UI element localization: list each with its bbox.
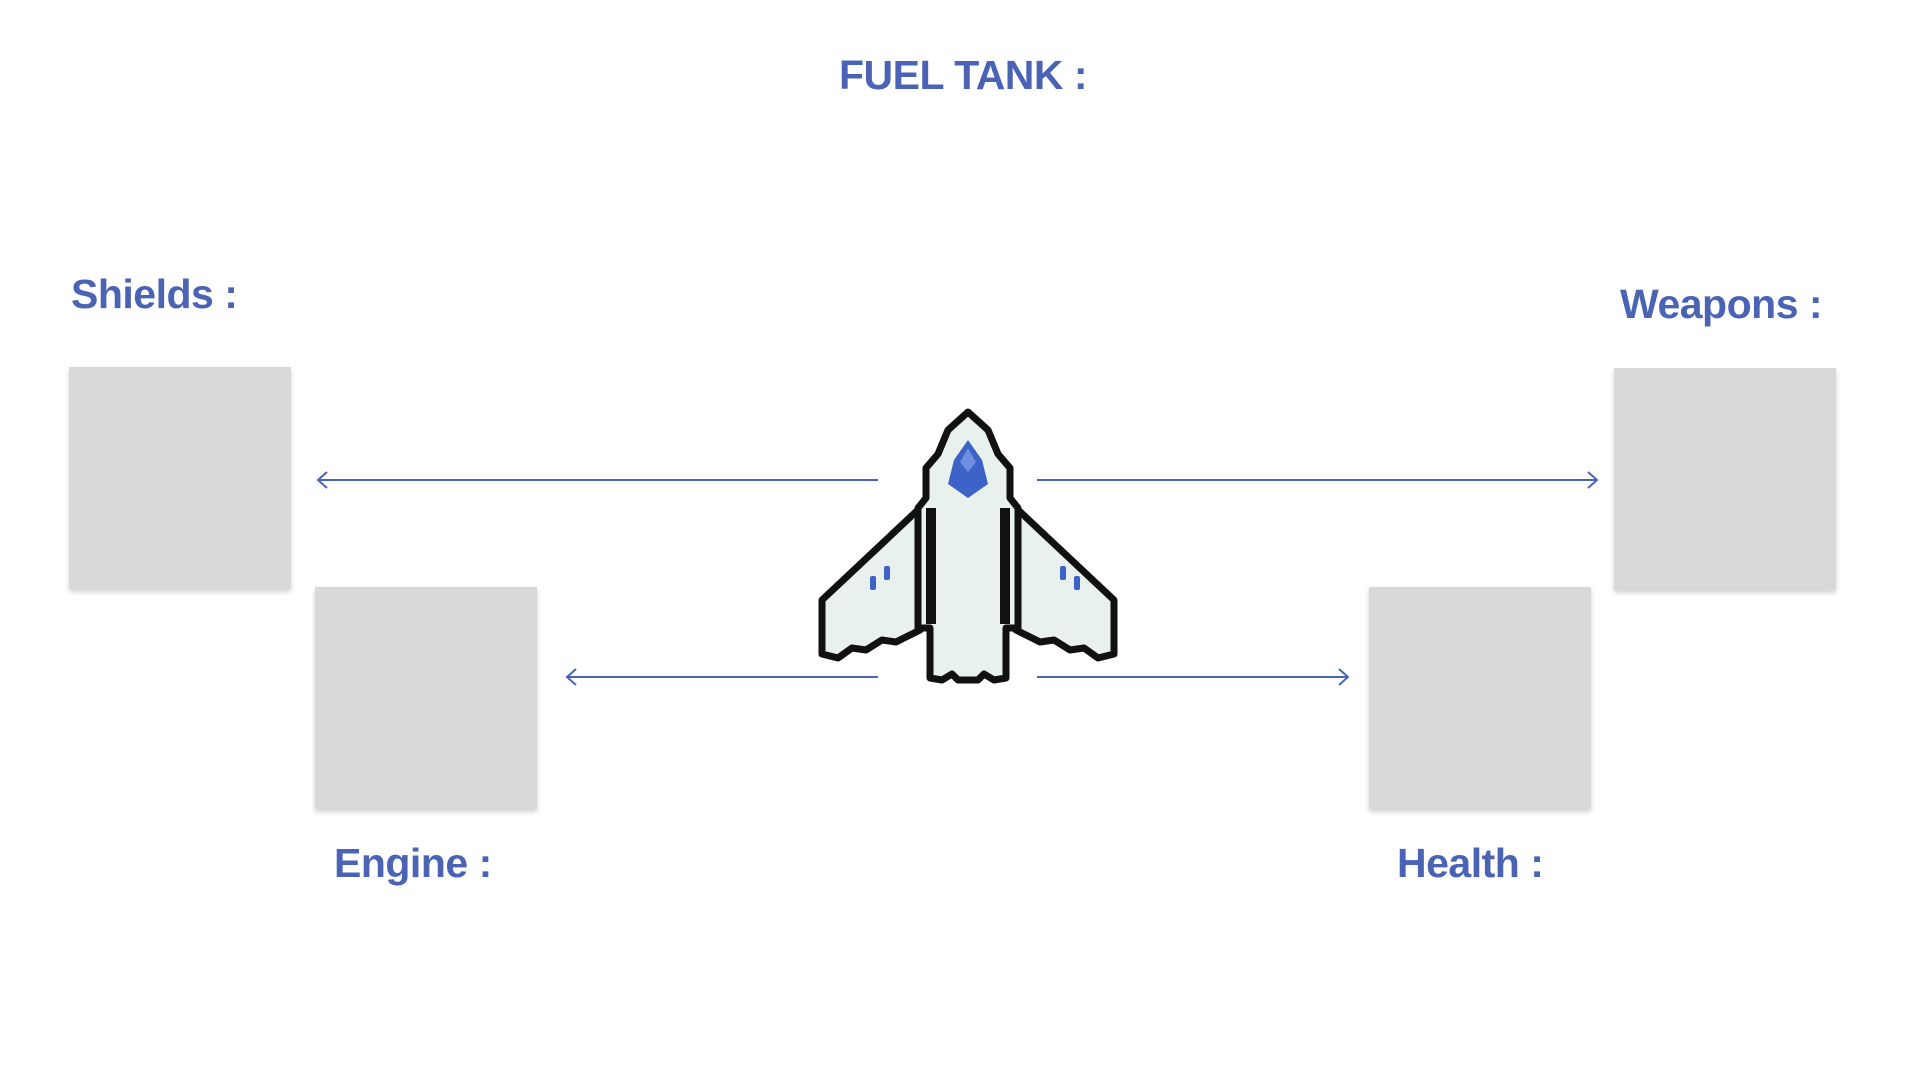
fuel-tank-label: FUEL TANK : [839,52,1088,98]
weapons-label: Weapons : [1620,281,1823,327]
health-label: Health : [1397,840,1544,886]
health-slot[interactable] [1369,587,1591,809]
engine-label: Engine : [334,840,492,886]
engine-slot[interactable] [315,587,537,809]
shields-label: Shields : [71,271,238,317]
shields-slot[interactable] [69,367,291,589]
weapons-slot[interactable] [1614,368,1836,590]
arrow-to-shields-icon [316,471,878,489]
spaceship-icon [818,408,1118,684]
